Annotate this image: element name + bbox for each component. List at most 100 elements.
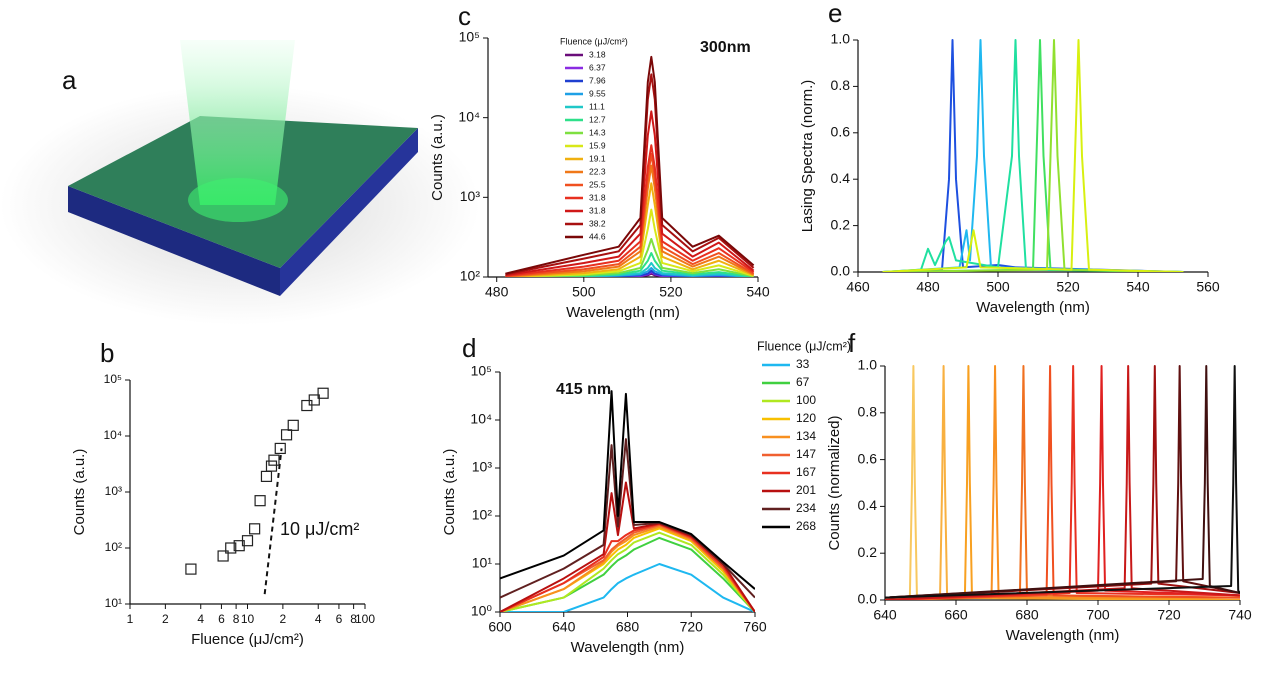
x-axis-label: Wavelength (nm) [1006,627,1120,644]
x-tick-label: 520 [1056,279,1080,295]
point [274,442,286,455]
x-tick-label: 480 [916,279,940,295]
spectrum [505,182,755,277]
panel-label: e [828,0,842,28]
legend-label: 31.8 [589,205,606,215]
y-tick-label: 10⁴ [470,411,492,427]
x-tick-label: 2 [162,612,169,626]
panel-label: b [100,338,114,368]
y-axis-label: Counts (a.u.) [429,114,446,201]
legend-label: 33 [796,357,810,371]
legend-label: 25.5 [589,179,606,189]
y-tick-label: 0.4 [858,497,878,513]
x-tick-label: 2 [280,612,287,626]
x-tick-label: 680 [1015,607,1039,623]
spectrum [500,531,755,612]
x-tick-label: 1 [127,612,134,626]
legend-label: 67 [796,375,810,389]
legend-title: Fluence (μJ/cm²) [757,339,851,353]
spectrum [500,527,755,612]
point [254,495,266,507]
spectrum [505,144,755,277]
y-tick-label: 1.0 [858,357,878,373]
spectrum [500,536,755,612]
y-tick-label: 10⁵ [104,372,122,386]
legend-label: 22.3 [589,166,606,176]
point [287,419,299,431]
plot-area [882,39,1184,272]
y-tick-label: 10⁵ [471,363,492,379]
fit-line [263,448,283,595]
spectrum [882,39,1184,272]
x-tick-label: 4 [197,612,204,626]
x-axis-label: Wavelength (nm) [566,304,680,321]
legend-label: 120 [796,411,816,425]
y-tick-label: 0.6 [831,124,851,140]
y-tick-label: 10⁰ [471,603,493,619]
annotation: 10 μJ/cm² [280,519,359,539]
spectrum [885,365,1240,599]
legend-label: 201 [796,483,816,497]
x-tick-label: 540 [746,284,770,300]
y-tick-label: 1.0 [831,31,851,47]
x-tick-label: 720 [1157,607,1181,623]
x-tick-label: 540 [1126,279,1150,295]
y-tick-label: 10¹ [105,596,122,610]
x-tick-label: 560 [1196,279,1220,295]
legend-label: 100 [796,393,816,407]
x-tick-label: 700 [1086,607,1110,623]
plot-area [500,390,755,612]
slab-side [280,128,418,296]
y-tick-label: 10² [472,507,493,523]
y-axis-label: Counts (a.u.) [71,449,88,536]
spectrum [882,39,1184,272]
legend-label: 6.37 [589,62,606,72]
x-tick-label: 520 [659,284,683,300]
spectrum [885,365,1240,600]
x-tick-label: 740 [1228,607,1252,623]
legend-label: 44.6 [589,231,606,241]
x-tick-label: 600 [488,619,512,635]
legend-label: 7.96 [589,75,606,85]
panel-label: a [62,65,77,95]
point [308,394,320,406]
y-tick-label: 0.0 [831,263,851,279]
plot-area [885,365,1240,600]
illustration: a [0,40,480,325]
spectrum [885,365,1240,599]
spectrum [500,390,755,590]
legend-label: 19.1 [589,153,606,163]
spectrum [500,563,755,612]
y-tick-label: 10² [105,540,122,554]
legend-label: 3.18 [589,49,606,59]
spectrum [505,73,755,276]
slab-side [68,186,280,296]
spectrum [885,365,1240,600]
x-tick-label: 640 [873,607,897,623]
legend-label: 268 [796,519,816,533]
spectrum [882,39,1184,272]
x-axis-label: Wavelength (nm) [571,639,685,656]
spectrum [505,55,755,275]
point [225,542,237,554]
spectrum [505,252,754,277]
legend-label: 15.9 [589,140,606,150]
spectrum [500,523,755,612]
legend-label: 147 [796,447,816,461]
y-tick-label: 10⁴ [103,428,122,442]
spectrum [882,39,1184,272]
spectrum [505,152,755,277]
y-tick-label: 10⁴ [458,108,480,124]
legend-label: 31.8 [589,192,606,202]
y-tick-label: 0.0 [858,591,878,607]
point [280,429,293,441]
panel-label: f [848,328,856,358]
legend-title: Fluence (μJ/cm²) [560,36,628,46]
point [249,523,261,535]
spectrum [505,110,755,277]
point [268,454,280,466]
x-axis-label: Fluence (μJ/cm²) [191,631,304,648]
x-tick-label: 720 [680,619,704,635]
legend-label: 167 [796,465,816,479]
